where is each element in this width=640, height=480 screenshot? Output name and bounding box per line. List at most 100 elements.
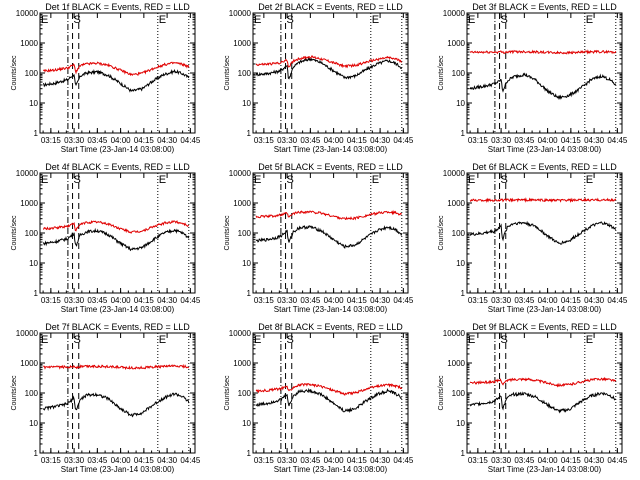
- x-tick-label: 03:15: [41, 296, 62, 305]
- y-tick-label: 100: [452, 229, 466, 238]
- panel-title: Det 4f BLACK = Events, RED = LLD: [45, 162, 190, 172]
- x-axis-label: Start Time (23-Jan-14 03:08:00): [488, 305, 602, 314]
- marker-label: E: [372, 174, 379, 186]
- plot-frame: [39, 332, 196, 454]
- x-tick-label: 04:15: [134, 296, 155, 305]
- series-lld-red: [43, 363, 190, 371]
- x-tick-label: 03:30: [64, 296, 85, 305]
- series-lld-red: [255, 209, 403, 221]
- x-tick-label: 04:45: [180, 296, 201, 305]
- y-tick-label: 100: [238, 69, 252, 78]
- x-tick-label: 04:00: [538, 136, 559, 145]
- marker-label: E: [159, 334, 166, 346]
- y-tick-label: 10000: [443, 9, 466, 18]
- x-tick-label: 04:30: [584, 136, 605, 145]
- marker-label: E: [372, 334, 379, 346]
- series-events-black: [42, 227, 190, 252]
- x-tick-label: 04:00: [538, 296, 559, 305]
- y-axis-label: Counts/sec: [224, 215, 231, 251]
- x-tick-label: 03:15: [254, 136, 275, 145]
- series-events-black: [255, 387, 403, 414]
- y-axis-label: Counts/sec: [11, 375, 18, 411]
- y-axis-label: Counts/sec: [11, 55, 18, 91]
- panel-title: Det 7f BLACK = Events, RED = LLD: [45, 322, 190, 332]
- x-tick-label: 04:00: [538, 456, 559, 465]
- plot-frame: [39, 172, 196, 294]
- x-tick-label: 04:45: [180, 136, 201, 145]
- y-tick-label: 10: [29, 259, 38, 268]
- y-tick-label: 10000: [229, 169, 252, 178]
- series-lld-red: [255, 55, 402, 69]
- x-tick-label: 04:15: [134, 456, 155, 465]
- x-tick-label: 03:30: [277, 296, 298, 305]
- x-tick-label: 04:45: [607, 456, 628, 465]
- x-tick-label: 04:15: [347, 456, 368, 465]
- marker-label: S: [287, 334, 294, 346]
- marker-label: S: [74, 174, 81, 186]
- x-tick-label: 04:45: [393, 296, 414, 305]
- x-tick-label: 04:30: [157, 136, 178, 145]
- detector-panel-9: Det 9f BLACK = Events, RED = LLD 1 10 100 10…: [438, 322, 628, 474]
- x-axis-label: Start Time (23-Jan-14 03:08:00): [274, 145, 388, 154]
- series-events-black: [42, 392, 190, 418]
- marker-label: E: [468, 334, 475, 346]
- y-tick-label: 10000: [16, 329, 39, 338]
- x-tick-label: 03:45: [514, 296, 535, 305]
- y-tick-label: 1: [461, 449, 466, 458]
- plot-frame: [252, 12, 409, 134]
- series-lld-red: [255, 382, 403, 396]
- x-tick-label: 03:15: [254, 456, 275, 465]
- x-tick-label: 03:30: [277, 456, 298, 465]
- y-tick-label: 1000: [233, 39, 251, 48]
- x-tick-label: 03:45: [300, 456, 321, 465]
- plot-frame: [466, 12, 623, 134]
- marker-label: E: [159, 14, 166, 26]
- y-tick-label: 1000: [447, 359, 465, 368]
- y-tick-label: 10000: [229, 329, 252, 338]
- x-tick-label: 03:30: [64, 456, 85, 465]
- x-tick-label: 03:45: [87, 136, 108, 145]
- marker-label: E: [254, 174, 261, 186]
- marker-label: S: [287, 174, 294, 186]
- panel-title: Det 1f BLACK = Events, RED = LLD: [45, 2, 190, 12]
- marker-label: E: [372, 14, 379, 26]
- y-tick-label: 1: [247, 449, 252, 458]
- panel-title: Det 2f BLACK = Events, RED = LLD: [258, 2, 403, 12]
- y-tick-label: 1000: [20, 39, 38, 48]
- x-tick-label: 04:45: [607, 296, 628, 305]
- panel-title: Det 6f BLACK = Events, RED = LLD: [472, 162, 617, 172]
- detector-panel-6: Det 6f BLACK = Events, RED = LLD 1 10 100 10…: [438, 162, 628, 314]
- x-tick-label: 03:45: [514, 136, 535, 145]
- y-tick-label: 1: [461, 129, 466, 138]
- x-tick-label: 04:15: [347, 296, 368, 305]
- panel-title: Det 8f BLACK = Events, RED = LLD: [258, 322, 403, 332]
- x-tick-label: 04:15: [347, 136, 368, 145]
- series-events-black: [469, 391, 616, 414]
- y-tick-label: 100: [25, 389, 39, 398]
- y-tick-label: 100: [452, 69, 466, 78]
- y-axis-label: Counts/sec: [11, 215, 18, 251]
- series-lld-red: [43, 219, 190, 234]
- y-tick-label: 100: [25, 69, 39, 78]
- detector-panel-8: Det 8f BLACK = Events, RED = LLD 1 10 100 10…: [224, 322, 414, 474]
- plot-frame: [252, 172, 409, 294]
- marker-label: E: [468, 14, 475, 26]
- y-tick-label: 10000: [16, 169, 39, 178]
- x-tick-label: 04:00: [111, 296, 132, 305]
- series-events-black: [42, 69, 190, 93]
- x-axis-label: Start Time (23-Jan-14 03:08:00): [488, 145, 602, 154]
- x-tick-label: 04:45: [607, 136, 628, 145]
- y-tick-label: 1: [34, 289, 39, 298]
- x-tick-label: 04:15: [134, 136, 155, 145]
- y-axis-label: Counts/sec: [438, 215, 445, 251]
- marker-label: S: [501, 14, 508, 26]
- y-tick-label: 100: [25, 229, 39, 238]
- marker-label: S: [501, 334, 508, 346]
- y-tick-label: 1000: [20, 199, 38, 208]
- x-tick-label: 04:30: [370, 136, 391, 145]
- y-tick-label: 1000: [20, 359, 38, 368]
- x-tick-label: 03:15: [468, 296, 489, 305]
- x-tick-label: 04:45: [393, 456, 414, 465]
- y-axis-label: Counts/sec: [438, 375, 445, 411]
- series-events-black: [255, 225, 403, 249]
